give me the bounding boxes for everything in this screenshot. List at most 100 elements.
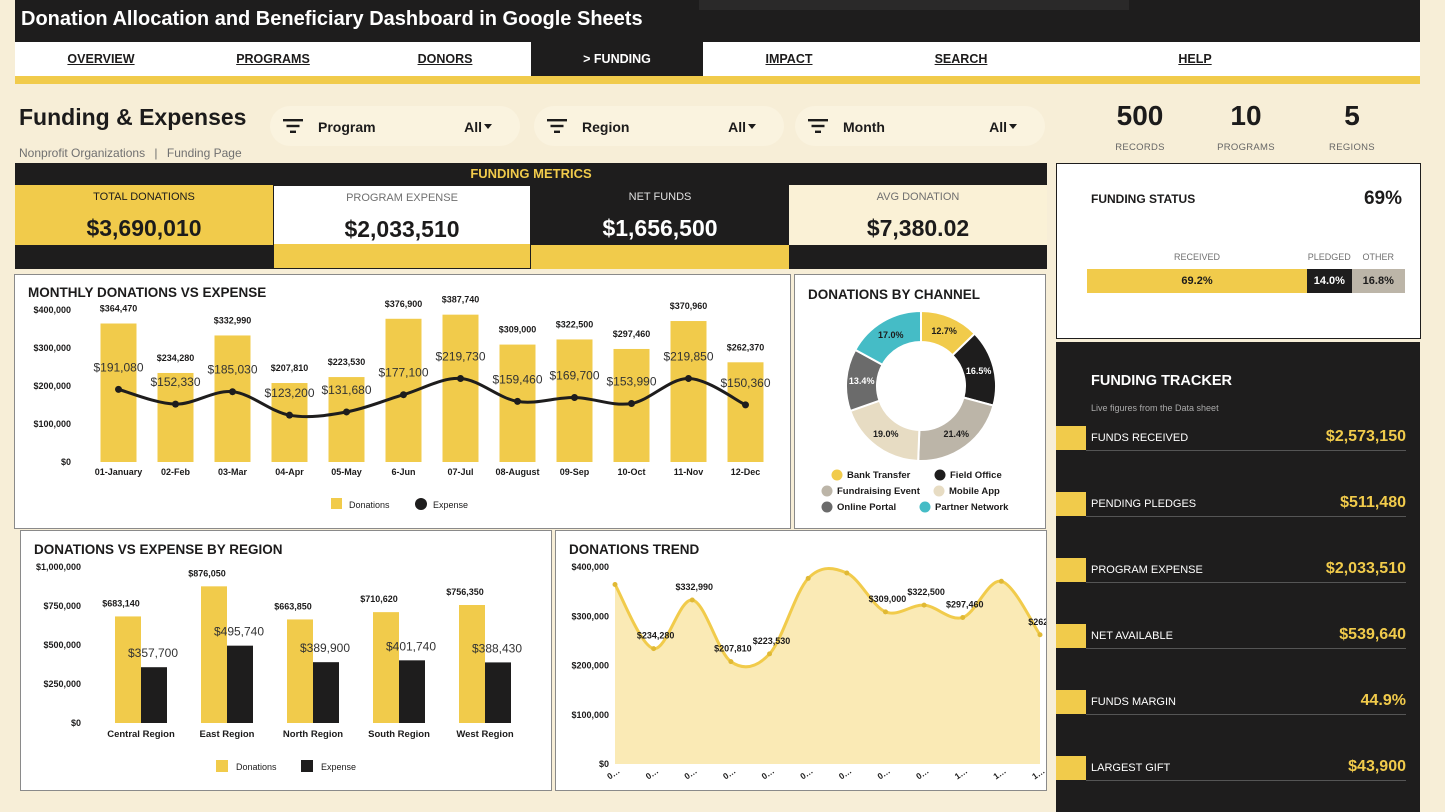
legend-label-donations: Donations xyxy=(236,762,277,772)
donation-bar xyxy=(287,619,313,723)
kpi-net-funds-value: $1,656,500 xyxy=(602,215,718,241)
funding-tracker-subtitle: Live figures from the Data sheet xyxy=(1091,403,1219,413)
donation-data-label: $262,370 xyxy=(727,342,765,352)
y-tick-label: $300,000 xyxy=(33,343,71,353)
kpi-strip xyxy=(789,245,1047,269)
donation-bar xyxy=(670,321,707,462)
tracker-row-value: $43,900 xyxy=(1348,758,1406,775)
filter-icon xyxy=(808,119,828,133)
donation-data-label: $683,140 xyxy=(102,598,140,608)
donation-data-label: $297,460 xyxy=(613,329,651,339)
legend-swatch xyxy=(821,501,833,513)
x-tick-label: 07-Jul xyxy=(447,467,473,477)
donation-data-label: $387,740 xyxy=(442,295,480,305)
x-tick-label: 1… xyxy=(953,766,970,782)
legend-label-donations: Donations xyxy=(349,500,390,510)
tracker-row-divider xyxy=(1086,450,1406,451)
tracker-marker xyxy=(1056,624,1086,648)
program-filter-label: Program xyxy=(318,119,376,135)
tracker-row-value: 44.9% xyxy=(1360,692,1406,709)
trend-line xyxy=(613,567,1042,669)
x-tick-label: East Region xyxy=(200,729,255,740)
x-tick-label: 0… xyxy=(682,766,699,782)
legend-swatch xyxy=(831,469,843,481)
month-filter[interactable]: Month All xyxy=(795,106,1045,146)
filter-icon xyxy=(283,119,303,133)
funding-status-percent: 69% xyxy=(1363,188,1402,209)
tracker-row: LARGEST GIFT $43,900 xyxy=(1056,756,1406,781)
donation-data-label: $364,470 xyxy=(100,304,138,314)
legend-label: Online Portal xyxy=(837,502,896,513)
expense-data-label: $389,900 xyxy=(300,641,350,655)
monthly-chart: $0 $100,000 $200,000 $300,000 $400,000 $364,4… xyxy=(33,295,771,510)
nav-tab-impact[interactable]: IMPACT xyxy=(765,52,813,66)
nav-tab-funding[interactable]: > FUNDING xyxy=(531,42,703,76)
tracker-row-label: FUNDS RECEIVED xyxy=(1091,432,1189,444)
nav-tab-programs[interactable]: PROGRAMS xyxy=(236,52,310,66)
stat-records: 500 RECORDS xyxy=(1080,100,1200,153)
donation-data-label: $322,500 xyxy=(556,319,594,329)
x-tick-label: 02-Feb xyxy=(161,467,191,477)
x-tick-label: 10-Oct xyxy=(617,467,645,477)
tracker-row-label: LARGEST GIFT xyxy=(1091,762,1171,774)
funding-status-panel: FUNDING STATUS 69% RECEIVED 69.2% PLEDGED 1… xyxy=(1056,163,1421,339)
x-tick-label: South Region xyxy=(368,729,430,740)
funding-status-bar: RECEIVED 69.2% PLEDGED 14.0% OTHER 16.8% xyxy=(1087,252,1405,294)
trend-point xyxy=(689,597,695,603)
breadcrumb-page: Funding Page xyxy=(166,146,242,160)
donation-data-label: $376,900 xyxy=(385,299,423,309)
region-filter-value: All xyxy=(728,119,746,135)
region-filter-label: Region xyxy=(582,119,630,135)
chevron-down-icon xyxy=(1009,124,1017,129)
legend-label: Bank Transfer xyxy=(847,470,911,481)
page-title: Funding & Expenses xyxy=(19,104,247,130)
trend-point xyxy=(651,646,657,652)
status-segment: 16.8% xyxy=(1351,269,1405,293)
kpi-net-funds: NET FUNDS $1,656,500 xyxy=(531,185,789,269)
nav-tab-search[interactable]: SEARCH xyxy=(934,52,988,66)
expense-point xyxy=(286,411,293,419)
legend-swatch xyxy=(821,485,833,497)
region-filter[interactable]: Region All xyxy=(534,106,784,146)
x-tick-label: 1… xyxy=(1030,766,1046,782)
expense-data-label: $152,330 xyxy=(150,375,200,389)
status-segment: 69.2% xyxy=(1087,269,1308,293)
expense-data-label: $159,460 xyxy=(492,372,542,386)
x-tick-label: Central Region xyxy=(107,729,175,740)
nav-tab-help[interactable]: HELP xyxy=(1178,52,1212,66)
chevron-down-icon xyxy=(484,124,492,129)
stat-regions: 5 REGIONS xyxy=(1292,100,1412,153)
nav-tab-donors[interactable]: DONORS xyxy=(417,52,473,66)
expense-data-label: $131,680 xyxy=(321,383,371,397)
tracker-row-value: $2,033,510 xyxy=(1325,560,1406,577)
x-tick-label: 0… xyxy=(798,766,815,782)
kpi-total-donations-label: TOTAL DONATIONS xyxy=(93,191,195,203)
slice-label: 19.0% xyxy=(873,429,899,439)
donation-bar xyxy=(442,314,479,462)
expense-point xyxy=(172,400,179,408)
kpi-program-expense-value: $2,033,510 xyxy=(344,216,460,242)
trend-data-label: $262,3 xyxy=(1028,617,1046,627)
breadcrumb-separator: | xyxy=(154,146,158,160)
stat-records-caption: RECORDS xyxy=(1115,142,1165,153)
month-filter-label: Month xyxy=(843,119,885,135)
y-tick-label: $1,000,000 xyxy=(36,562,81,572)
donation-bar xyxy=(201,586,227,723)
funding-tracker-title: FUNDING TRACKER xyxy=(1091,373,1232,389)
x-tick-label: North Region xyxy=(283,729,343,740)
status-segment: 14.0% xyxy=(1307,269,1352,293)
tracker-row: FUNDS RECEIVED $2,573,150 xyxy=(1056,426,1406,451)
nav-tab-overview[interactable]: OVERVIEW xyxy=(67,52,135,66)
donation-data-label: $756,350 xyxy=(446,587,484,597)
expense-point xyxy=(742,401,749,409)
donation-data-label: $234,280 xyxy=(157,353,195,363)
donation-data-label: $223,530 xyxy=(328,357,366,367)
stat-programs-caption: PROGRAMS xyxy=(1217,142,1275,153)
x-tick-label: 12-Dec xyxy=(731,467,761,477)
program-filter[interactable]: Program All xyxy=(270,106,520,146)
legend-label: Field Office xyxy=(950,470,1002,481)
donation-data-label: $370,960 xyxy=(670,301,708,311)
x-tick-label: West Region xyxy=(456,729,514,740)
tracker-row-value: $2,573,150 xyxy=(1325,428,1406,445)
x-tick-label: 0… xyxy=(721,766,738,782)
